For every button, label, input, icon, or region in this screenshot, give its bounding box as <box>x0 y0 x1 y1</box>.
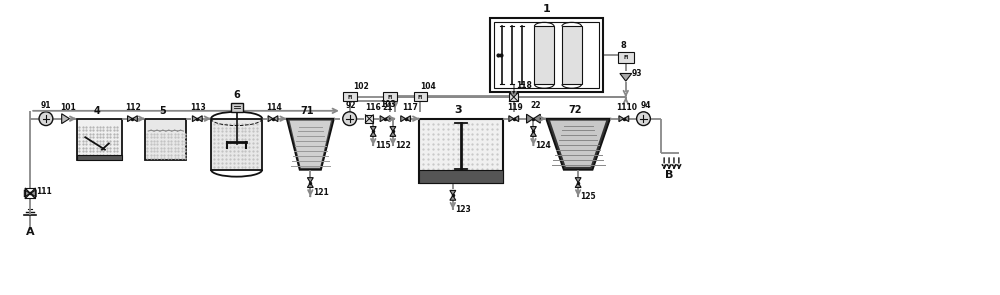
Text: 8: 8 <box>621 41 627 50</box>
Text: 92: 92 <box>346 101 356 110</box>
Text: 113: 113 <box>190 103 206 112</box>
Text: 1: 1 <box>543 4 551 14</box>
Polygon shape <box>401 116 406 122</box>
Text: 111: 111 <box>36 187 52 196</box>
Text: 71: 71 <box>301 106 314 116</box>
Polygon shape <box>450 190 456 195</box>
Bar <box>77 155 122 160</box>
Polygon shape <box>620 73 632 81</box>
Text: 115: 115 <box>375 141 391 150</box>
Circle shape <box>39 112 53 126</box>
Bar <box>618 52 634 63</box>
Polygon shape <box>575 178 581 183</box>
Bar <box>77 119 122 160</box>
Polygon shape <box>530 127 536 132</box>
Text: 116: 116 <box>365 103 381 112</box>
Polygon shape <box>128 116 132 122</box>
Text: 119: 119 <box>507 103 523 112</box>
Bar <box>365 115 373 123</box>
Bar <box>534 26 554 84</box>
Polygon shape <box>132 116 137 122</box>
Text: 91: 91 <box>41 101 52 110</box>
Polygon shape <box>307 178 313 183</box>
Bar <box>25 189 35 198</box>
Bar <box>494 22 599 88</box>
Text: FI: FI <box>418 95 423 99</box>
Text: FI: FI <box>347 95 352 99</box>
Bar <box>490 18 603 92</box>
Polygon shape <box>192 116 197 122</box>
Text: 122: 122 <box>395 141 411 150</box>
Text: 93: 93 <box>632 69 642 78</box>
Bar <box>231 103 243 112</box>
Text: FI: FI <box>623 55 628 60</box>
Text: 125: 125 <box>580 192 596 201</box>
Polygon shape <box>370 127 376 132</box>
Text: 72: 72 <box>568 105 582 115</box>
Text: 124: 124 <box>535 141 551 150</box>
Text: 4: 4 <box>93 106 100 116</box>
Text: 118: 118 <box>516 81 532 90</box>
Text: 104: 104 <box>420 82 436 91</box>
Polygon shape <box>450 195 456 200</box>
Text: 101: 101 <box>60 103 75 112</box>
Text: FI: FI <box>387 95 393 99</box>
Polygon shape <box>380 116 385 122</box>
Bar <box>343 92 357 101</box>
Bar <box>414 92 427 101</box>
Text: 22: 22 <box>530 101 541 110</box>
Polygon shape <box>619 116 624 122</box>
Polygon shape <box>268 116 273 122</box>
Polygon shape <box>550 121 606 167</box>
Polygon shape <box>514 116 519 122</box>
Polygon shape <box>307 183 313 187</box>
Polygon shape <box>62 114 70 124</box>
Bar <box>419 170 503 183</box>
Text: 123: 123 <box>455 205 471 214</box>
Polygon shape <box>197 116 202 122</box>
Text: 103: 103 <box>380 100 396 109</box>
Bar <box>419 119 503 183</box>
Bar <box>509 93 518 101</box>
Polygon shape <box>273 116 278 122</box>
Bar <box>562 26 582 84</box>
Text: 21: 21 <box>382 103 393 112</box>
Circle shape <box>637 112 650 126</box>
Text: 117: 117 <box>402 103 418 112</box>
Text: 3: 3 <box>454 105 462 115</box>
Text: 112: 112 <box>126 103 141 112</box>
Polygon shape <box>533 114 540 123</box>
Polygon shape <box>527 114 533 123</box>
Text: 6: 6 <box>233 90 240 100</box>
Polygon shape <box>624 116 629 122</box>
Text: 114: 114 <box>266 103 282 112</box>
Polygon shape <box>287 119 334 170</box>
Text: 121: 121 <box>313 188 329 197</box>
Polygon shape <box>390 132 396 136</box>
Bar <box>145 119 186 160</box>
Circle shape <box>343 112 357 126</box>
Text: 5: 5 <box>160 106 166 116</box>
Polygon shape <box>509 116 514 122</box>
Bar <box>211 119 262 170</box>
Text: A: A <box>26 227 35 237</box>
Polygon shape <box>530 132 536 136</box>
Polygon shape <box>24 190 30 197</box>
Text: 102: 102 <box>354 82 369 91</box>
Polygon shape <box>546 119 610 170</box>
Text: B: B <box>665 170 673 180</box>
Text: 94: 94 <box>641 101 651 110</box>
Polygon shape <box>370 132 376 136</box>
Polygon shape <box>575 183 581 187</box>
Polygon shape <box>406 116 411 122</box>
Polygon shape <box>290 121 331 168</box>
Polygon shape <box>385 116 390 122</box>
Bar <box>383 92 397 101</box>
Text: 1110: 1110 <box>616 103 637 112</box>
Polygon shape <box>30 190 36 197</box>
Polygon shape <box>390 127 396 132</box>
